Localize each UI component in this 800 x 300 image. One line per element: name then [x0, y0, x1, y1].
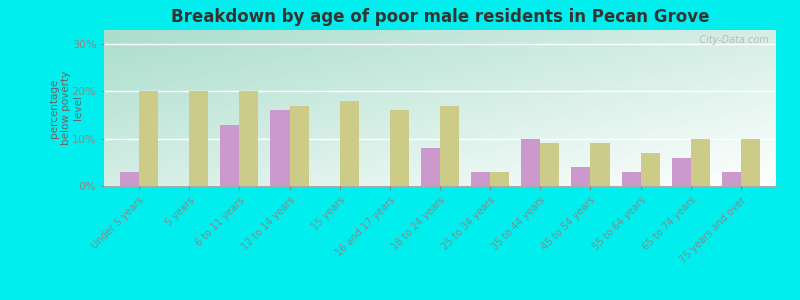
Bar [672, 158, 690, 186]
Bar [571, 167, 590, 186]
Bar [722, 172, 741, 186]
Bar [440, 106, 459, 186]
Bar [690, 139, 710, 186]
Bar [622, 172, 641, 186]
Bar [120, 172, 139, 186]
Bar [522, 139, 540, 186]
Text: City-Data.com: City-Data.com [694, 35, 770, 45]
Bar [741, 139, 760, 186]
Bar [270, 110, 290, 186]
Bar [139, 92, 158, 186]
Title: Breakdown by age of poor male residents in Pecan Grove: Breakdown by age of poor male residents … [170, 8, 710, 26]
Bar [220, 124, 239, 186]
Bar [421, 148, 440, 186]
Y-axis label: percentage
below poverty
level: percentage below poverty level [50, 71, 82, 145]
Bar [340, 101, 358, 186]
Bar [471, 172, 490, 186]
Bar [490, 172, 510, 186]
Bar [239, 92, 258, 186]
Bar [641, 153, 660, 186]
Bar [190, 92, 208, 186]
Bar [390, 110, 409, 186]
Bar [290, 106, 309, 186]
Bar [540, 143, 559, 186]
Bar [590, 143, 610, 186]
